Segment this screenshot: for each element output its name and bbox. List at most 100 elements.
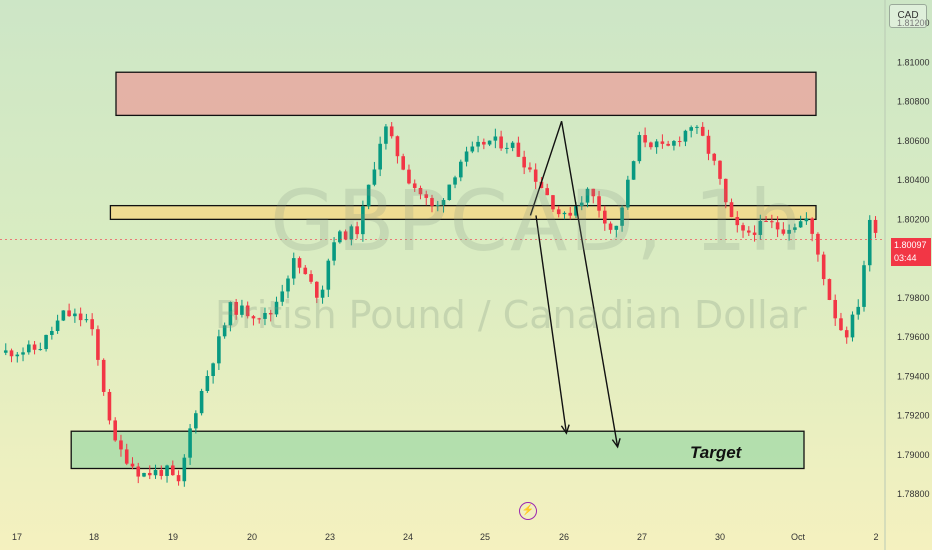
candle-body — [44, 334, 48, 350]
candle-body — [574, 206, 578, 216]
candle-body — [222, 325, 227, 337]
candle-body — [729, 202, 734, 218]
candle-body — [649, 142, 653, 148]
candle-body — [510, 142, 515, 148]
currency-button[interactable]: CAD — [889, 4, 927, 28]
candle-body — [833, 299, 837, 319]
x-tick-label: 30 — [715, 532, 725, 542]
candle-body — [228, 301, 233, 326]
candle-body — [113, 420, 117, 441]
candle-body — [182, 457, 187, 482]
candle-body — [84, 319, 89, 321]
candle-body — [533, 169, 538, 182]
candle-body — [850, 314, 855, 338]
candle-body — [459, 161, 463, 178]
candle-body — [430, 197, 434, 206]
y-tick-label: 1.81000 — [897, 57, 930, 67]
y-tick-label: 1.78800 — [897, 489, 930, 499]
candle-body — [787, 229, 791, 234]
x-tick-label: Oct — [791, 532, 806, 542]
y-tick-label: 1.80400 — [897, 175, 930, 185]
candle-body — [9, 350, 14, 357]
candle-body — [205, 376, 210, 391]
candle-body — [407, 169, 411, 184]
candle-body — [447, 184, 452, 200]
candle-body — [539, 181, 544, 189]
candle-body — [130, 463, 135, 467]
candle-body — [631, 161, 636, 180]
candle-body — [654, 141, 659, 148]
candle-body — [378, 143, 382, 170]
candle-body — [585, 188, 590, 203]
candle-body — [119, 440, 123, 450]
bar-countdown: 03:44 — [894, 253, 917, 263]
candle-body — [78, 313, 83, 321]
candle-body — [372, 169, 377, 185]
candle-body — [568, 212, 573, 216]
candle-body — [453, 177, 457, 185]
candle-body — [505, 147, 509, 149]
candle-body — [188, 428, 192, 458]
candle-body — [804, 218, 809, 222]
candle-body — [706, 135, 711, 154]
y-tick-label: 1.81200 — [897, 18, 930, 28]
candle-body — [620, 207, 624, 226]
candle-body — [268, 312, 273, 315]
candle-body — [637, 135, 642, 162]
candle-body — [579, 202, 584, 207]
candle-body — [522, 156, 526, 168]
candle-body — [366, 184, 371, 207]
candle-body — [315, 281, 319, 298]
candle-body — [107, 391, 112, 421]
candle-body — [67, 310, 71, 317]
candle-body — [545, 188, 549, 196]
candle-body — [55, 320, 60, 331]
candle-body — [21, 352, 25, 355]
current-price-tag: 1.80097 03:44 — [891, 238, 931, 266]
candle-body — [735, 217, 740, 226]
pivot-zone — [109, 204, 817, 221]
candle-body — [412, 183, 417, 188]
candle-body — [672, 141, 676, 146]
candle-body — [217, 336, 221, 364]
x-tick-label: 18 — [89, 532, 99, 542]
candle-body — [418, 187, 423, 195]
lightning-icon[interactable]: ⚡ — [519, 502, 537, 520]
target-label: Target — [690, 443, 742, 462]
y-tick-label: 1.79600 — [897, 332, 930, 342]
candle-body — [257, 318, 261, 320]
x-tick-label: 26 — [559, 532, 569, 542]
candle-body — [240, 305, 244, 315]
y-tick-label: 1.80600 — [897, 136, 930, 146]
candle-body — [124, 449, 129, 464]
candle-body — [476, 141, 480, 147]
candle-body — [38, 349, 43, 351]
candle-body — [355, 226, 359, 235]
candle-body — [291, 258, 296, 279]
candle-body — [798, 221, 803, 228]
candle-body — [723, 178, 728, 203]
candle-body — [343, 231, 348, 240]
candle-body — [73, 313, 77, 317]
candle-body — [297, 258, 302, 268]
projection-arrowhead-1 — [611, 438, 621, 449]
x-tick-label: 2 — [873, 532, 878, 542]
candle-body — [211, 363, 215, 377]
resistance-zone — [115, 71, 817, 117]
candle-body — [591, 188, 596, 197]
candle-body — [441, 199, 446, 205]
candle-body — [712, 153, 717, 161]
candle-body — [199, 390, 204, 414]
candle-body — [349, 226, 354, 240]
candle-body — [821, 254, 826, 280]
candle-body — [159, 470, 164, 476]
candle-body — [856, 306, 861, 315]
candle-body — [470, 146, 475, 152]
candle-body — [775, 222, 780, 230]
candle-body — [764, 221, 768, 223]
candle-body — [643, 135, 647, 143]
candle-body — [499, 136, 503, 149]
candle-body — [424, 194, 429, 198]
candle-body — [608, 223, 613, 230]
